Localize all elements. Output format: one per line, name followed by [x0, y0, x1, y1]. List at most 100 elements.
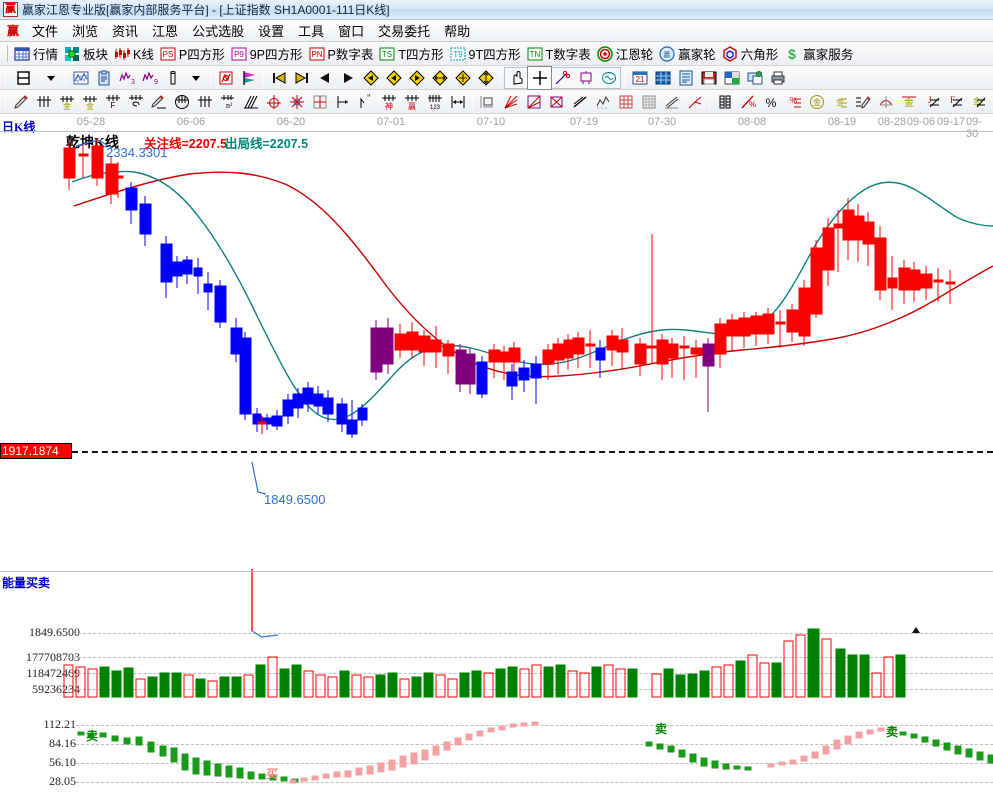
width-measure-button[interactable]: [446, 91, 469, 113]
overlay-compare-button[interactable]: [69, 67, 92, 89]
percent-button[interactable]: %: [759, 91, 782, 113]
box-fan-button[interactable]: [522, 91, 545, 113]
indicator-3-button[interactable]: 3: [115, 67, 138, 89]
fork-lines-button[interactable]: [683, 91, 706, 113]
toolbar-p-number-table[interactable]: PN P数字表: [306, 43, 377, 65]
toolbar-winner-service[interactable]: $ 赢家服务: [781, 43, 856, 65]
gold-circle-button[interactable]: 金: [805, 91, 828, 113]
menu-item-formula[interactable]: 公式选股: [185, 19, 251, 42]
cylinder-dropdown-button[interactable]: [184, 67, 207, 89]
tree-tool-button[interactable]: [574, 67, 597, 89]
color-settings-button[interactable]: [720, 67, 743, 89]
ying-comb-button[interactable]: 赢: [400, 91, 423, 113]
gann-fan-button[interactable]: [32, 91, 55, 113]
grid-red-button[interactable]: [614, 91, 637, 113]
parallel-lines-button[interactable]: [660, 91, 683, 113]
toolbar-winner-wheel[interactable]: 赢 赢家轮: [656, 43, 719, 65]
percent-lines-button[interactable]: %: [782, 91, 805, 113]
toolbar-kline[interactable]: K线: [111, 43, 157, 65]
print-button[interactable]: [766, 67, 789, 89]
gold-ratio-button[interactable]: 金: [897, 91, 920, 113]
chart-area[interactable]: 日K线 05-28 06-06 06-20 07-01 07-10 07-19 …: [0, 114, 993, 699]
report-button[interactable]: [92, 67, 115, 89]
toolbar-9p-square[interactable]: P9 9P四方形: [228, 43, 306, 65]
cut-tool-button[interactable]: [551, 67, 574, 89]
grid-dense-button[interactable]: [637, 91, 660, 113]
menu-item-trade[interactable]: 交易委托: [371, 19, 437, 42]
j-lines-button[interactable]: J: [920, 91, 943, 113]
menu-item-help[interactable]: 帮助: [437, 19, 477, 42]
toolbar-t-number-table[interactable]: TN T数字表: [524, 43, 594, 65]
comb-plain-button[interactable]: [193, 91, 216, 113]
measure-button[interactable]: [331, 91, 354, 113]
toolbar-sectors[interactable]: 板块: [61, 43, 111, 65]
period-day-button[interactable]: [9, 67, 39, 89]
menu-item-file[interactable]: 文件: [25, 19, 65, 42]
zoom-both-button[interactable]: [451, 67, 474, 89]
menu-item-browse[interactable]: 浏览: [65, 19, 105, 42]
menu-item-tools[interactable]: 工具: [291, 19, 331, 42]
pen-comb-button[interactable]: [147, 91, 170, 113]
comb-f-button[interactable]: F: [101, 91, 124, 113]
menu-item-window[interactable]: 窗口: [331, 19, 371, 42]
channel-tool-button[interactable]: [476, 91, 499, 113]
fan-lines-button[interactable]: [499, 91, 522, 113]
toolbar-t-square[interactable]: TS T四方形: [376, 43, 446, 65]
calendar-button[interactable]: 21: [628, 67, 651, 89]
pen-lines-button[interactable]: [851, 91, 874, 113]
nav-next-button[interactable]: [336, 67, 359, 89]
menu-item-settings[interactable]: 设置: [251, 19, 291, 42]
gold-angle-button[interactable]: 金: [966, 91, 989, 113]
box-grid-button[interactable]: [308, 91, 331, 113]
percent-fan-button[interactable]: %: [736, 91, 759, 113]
pen-draw-button[interactable]: [9, 91, 32, 113]
shift-left2-button[interactable]: [382, 67, 405, 89]
pattern-scan-button[interactable]: [214, 67, 237, 89]
zoom-horizontal-button[interactable]: [428, 67, 451, 89]
target-button[interactable]: [262, 91, 285, 113]
toolbar-hexagon[interactable]: 六角形: [719, 43, 782, 65]
cylinder-tool-button[interactable]: [161, 67, 184, 89]
star-grid-button[interactable]: [285, 91, 308, 113]
indicator-9-button[interactable]: 9: [138, 67, 161, 89]
gold-lines-button[interactable]: 金: [828, 91, 851, 113]
quote-mark-button[interactable]: ": [354, 91, 377, 113]
circle-comb-button[interactable]: [170, 91, 193, 113]
zigzag-button[interactable]: [591, 91, 614, 113]
nav-first-button[interactable]: [267, 67, 290, 89]
toolbar-gann-wheel[interactable]: 江恩轮: [594, 43, 657, 65]
save-button[interactable]: [697, 67, 720, 89]
shen-angle-button[interactable]: 神: [989, 91, 993, 113]
toolbar-9t-square[interactable]: T9 9T四方形: [447, 43, 524, 65]
zoom-vertical-button[interactable]: [474, 67, 497, 89]
multi-window-button[interactable]: [743, 67, 766, 89]
nav-prev-button[interactable]: [313, 67, 336, 89]
gold-comb2-button[interactable]: 金: [78, 91, 101, 113]
trend-line-button[interactable]: [568, 91, 591, 113]
shift-left-button[interactable]: [359, 67, 382, 89]
f-lines-button[interactable]: F: [943, 91, 966, 113]
toolbar-p-square[interactable]: PS P四方形: [157, 43, 228, 65]
pan-hand-button[interactable]: [505, 67, 528, 89]
angle-lines-button[interactable]: [239, 91, 262, 113]
menu-item-gann[interactable]: 江恩: [145, 19, 185, 42]
ladder-button[interactable]: [713, 91, 736, 113]
box-cross-button[interactable]: [545, 91, 568, 113]
arc-tool-button[interactable]: [874, 91, 897, 113]
toolbar-quotes[interactable]: 行情: [11, 43, 61, 65]
low-price-label: 1849.6500: [264, 492, 325, 507]
number-grid-button[interactable]: 123: [423, 91, 446, 113]
notes-button[interactable]: [674, 67, 697, 89]
shift-right-button[interactable]: [405, 67, 428, 89]
shen-comb-button[interactable]: 神: [377, 91, 400, 113]
brain-tool-button[interactable]: [597, 67, 620, 89]
gold-comb1-button[interactable]: 金: [55, 91, 78, 113]
table-view-button[interactable]: [651, 67, 674, 89]
period-dropdown-button[interactable]: [39, 67, 62, 89]
n-squared-button[interactable]: n²: [216, 91, 239, 113]
spiral-button[interactable]: [124, 91, 147, 113]
nav-last-button[interactable]: [290, 67, 313, 89]
menu-item-news[interactable]: 资讯: [105, 19, 145, 42]
crosshair-button[interactable]: [528, 67, 551, 89]
flag-chart-button[interactable]: [237, 67, 260, 89]
